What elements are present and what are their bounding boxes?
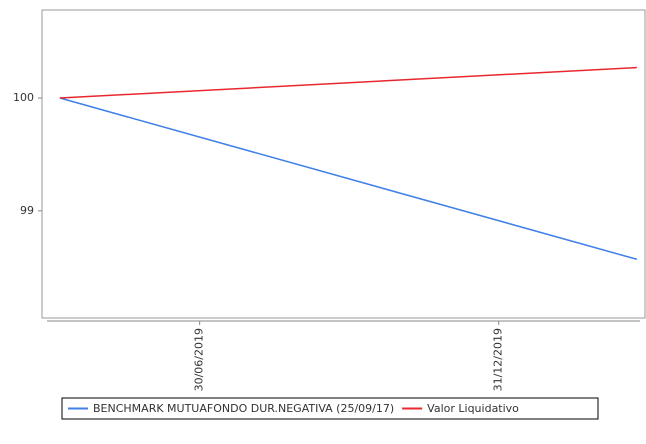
series-line (59, 66, 637, 99)
legend (61, 397, 599, 420)
series-line (59, 97, 638, 261)
legend-label: Valor Liquidativo (427, 402, 519, 415)
x-tick-label: 31/12/2019 (492, 328, 505, 391)
plot-area (41, 9, 646, 319)
y-tick-label: 99 (20, 204, 34, 217)
legend-label: BENCHMARK MUTUAFONDO DUR.NEGATIVA (25/09… (93, 402, 394, 415)
x-tick-label: 30/06/2019 (193, 328, 206, 391)
y-tick-label: 100 (13, 91, 34, 104)
